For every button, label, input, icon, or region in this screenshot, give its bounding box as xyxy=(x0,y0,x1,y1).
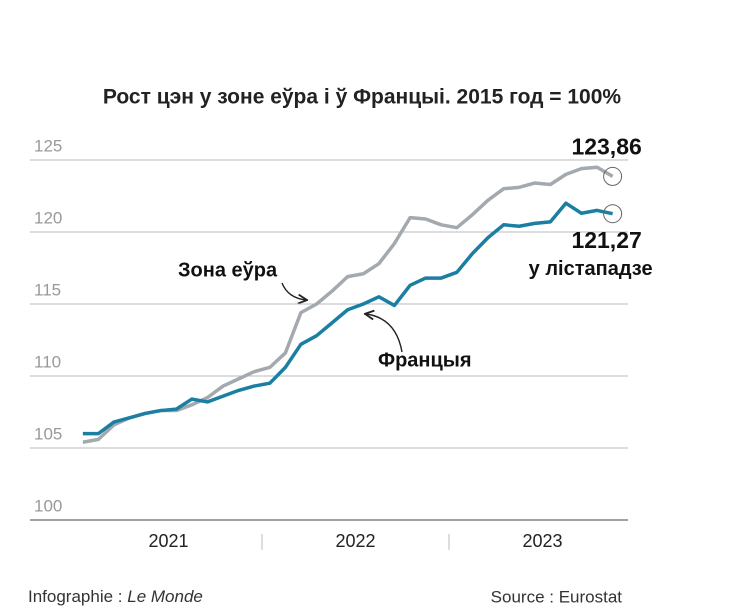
source: Source : Eurostat xyxy=(491,587,623,606)
arrow xyxy=(366,314,403,353)
credit-source: Le Monde xyxy=(127,587,203,606)
series-line xyxy=(82,165,614,444)
series-label: Зона еўра xyxy=(178,259,278,281)
end-marker xyxy=(603,204,623,224)
annotation: у лістападзе xyxy=(529,258,653,280)
value-label: 121,27 xyxy=(571,227,641,253)
series-line xyxy=(82,201,613,436)
y-tick-label: 110 xyxy=(34,352,61,371)
value-label: 123,86 xyxy=(571,133,641,159)
series-label: Францыя xyxy=(378,349,472,371)
credit: Infographie : Le Monde xyxy=(28,587,203,606)
y-tick-label: 100 xyxy=(34,496,62,515)
x-tick-label: 2021 xyxy=(148,531,188,551)
y-tick-label: 115 xyxy=(34,280,61,299)
chart-title: Рост цэн у зоне еўра і ў Францыі. 2015 г… xyxy=(103,86,622,109)
y-tick-label: 120 xyxy=(34,208,62,227)
y-tick-label: 105 xyxy=(34,424,62,443)
credit-label: Infographie : xyxy=(28,587,123,606)
arrow xyxy=(281,282,306,300)
y-tick-label: 125 xyxy=(34,136,62,155)
x-tick-label: 2023 xyxy=(522,531,562,551)
x-tick-label: 2022 xyxy=(335,531,375,551)
end-marker xyxy=(603,166,623,186)
